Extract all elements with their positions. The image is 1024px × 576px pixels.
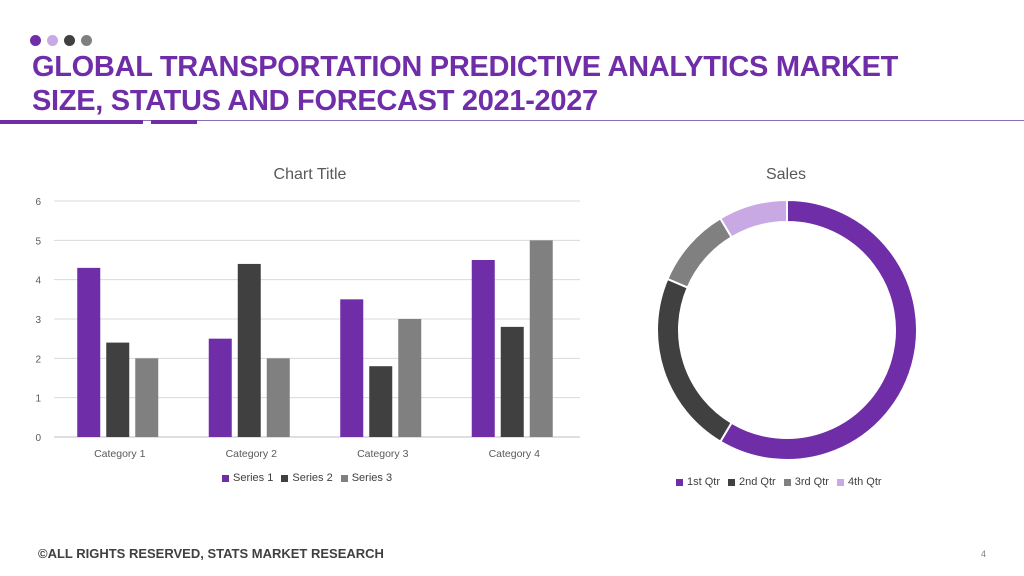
y-tick-label: 1 — [35, 394, 41, 405]
legend-item: 3rd Qtr — [783, 476, 829, 488]
x-tick-label: Category 2 — [226, 448, 278, 460]
legend-swatch — [783, 478, 791, 486]
legend-swatch — [281, 474, 289, 482]
title-line-1: GLOBAL TRANSPORTATION PREDICTIVE ANALYTI… — [32, 51, 899, 83]
legend-swatch — [836, 478, 844, 486]
dot-1 — [30, 35, 41, 46]
bar — [471, 260, 495, 437]
bar — [266, 358, 290, 437]
title-line-2: SIZE, STATUS AND FORECAST 2021-2027 — [32, 85, 598, 117]
legend-item: 1st Qtr — [676, 476, 720, 488]
legend-item: Series 2 — [281, 472, 333, 484]
legend-swatch — [676, 478, 683, 486]
title-divider — [0, 120, 1024, 121]
y-tick-label: 5 — [35, 236, 41, 247]
bar — [106, 342, 130, 437]
bar — [135, 358, 159, 437]
legend-item: 2nd Qtr — [728, 476, 776, 488]
legend-item: 4th Qtr — [836, 476, 882, 488]
bar — [398, 319, 422, 437]
legend-label: 1st Qtr — [687, 476, 721, 488]
legend-label: 3rd Qtr — [794, 476, 829, 488]
bar — [340, 299, 364, 437]
legend-label: Series 3 — [351, 472, 393, 484]
footer-copyright: ©ALL RIGHTS RESERVED, STATS MARKET RESEA… — [38, 546, 384, 561]
bar — [529, 240, 553, 437]
y-tick-label: 2 — [35, 354, 41, 365]
bar — [369, 366, 393, 437]
dot-2 — [47, 35, 58, 46]
bar-chart-legend: Series 1 Series 2 Series 3 — [222, 472, 392, 484]
donut-slice — [718, 198, 788, 239]
legend-label: Series 1 — [233, 472, 274, 484]
bar-chart-title: Chart Title — [273, 166, 347, 183]
donut-slice — [656, 277, 733, 443]
x-tick-label: Category 4 — [489, 448, 541, 460]
y-tick-label: 0 — [35, 433, 41, 444]
legend-swatch — [222, 474, 229, 482]
donut-slice — [718, 198, 918, 461]
legend-item: Series 1 — [222, 472, 273, 484]
title-accent-bar-1 — [0, 120, 143, 124]
bar-chart: 0 1 2 3 4 5 6 Category 1 Category 2 Category 3 Cat… — [35, 197, 580, 460]
y-tick-label: 3 — [35, 315, 41, 326]
dot-4 — [81, 35, 92, 46]
legend-item: Series 3 — [340, 472, 393, 484]
x-tick-label: Category 1 — [94, 448, 146, 460]
donut-chart-title: Sales — [765, 166, 807, 183]
y-tick-label: 4 — [35, 276, 41, 287]
donut-chart-legend: 1st Qtr 2nd Qtr 3rd Qtr 4th Qtr — [676, 476, 882, 488]
legend-label: 2nd Qtr — [739, 476, 776, 488]
legend-label: 4th Qtr — [847, 476, 882, 488]
bar — [237, 263, 261, 437]
y-tick-label: 6 — [35, 197, 41, 208]
donut-slice — [666, 217, 733, 289]
bar — [500, 326, 524, 437]
page-number: 4 — [981, 549, 987, 559]
x-tick-label: Category 3 — [357, 448, 409, 460]
bar — [208, 338, 232, 437]
bar — [77, 267, 101, 437]
legend-swatch — [728, 478, 736, 486]
donut-chart — [656, 198, 918, 461]
legend-swatch — [340, 474, 348, 482]
page-title: GLOBAL TRANSPORTATION PREDICTIVE ANALYTI… — [32, 50, 898, 118]
legend-label: Series 2 — [292, 472, 333, 484]
dot-3 — [64, 35, 75, 46]
title-accent-bar-2 — [151, 120, 197, 124]
decorative-dots — [30, 35, 92, 46]
